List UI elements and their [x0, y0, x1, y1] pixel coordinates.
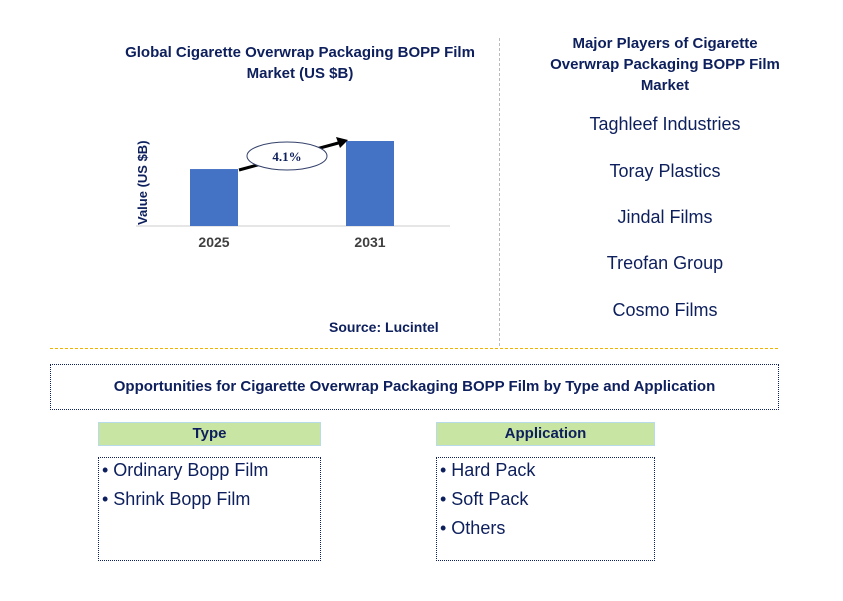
y-axis-label: Value (US $B): [135, 140, 150, 225]
horizontal-divider: [50, 348, 778, 349]
type-list: • Ordinary Bopp Film • Shrink Bopp Film: [98, 457, 321, 561]
vertical-divider: [499, 38, 500, 346]
list-item: • Ordinary Bopp Film: [102, 460, 269, 480]
cagr-label: 4.1%: [272, 149, 301, 164]
list-item: • Others: [440, 518, 506, 538]
bar-2025: [190, 169, 238, 226]
player-item: Treofan Group: [606, 253, 724, 273]
x-tick-label: 2031: [354, 234, 385, 250]
players-title: Major Players of Cigarette Overwrap Pack…: [550, 35, 780, 94]
list-item: • Hard Pack: [440, 460, 536, 480]
application-list: • Hard Pack • Soft Pack • Others: [436, 457, 655, 561]
cagr-ellipse: [246, 141, 328, 171]
list-item: • Shrink Bopp Film: [102, 489, 251, 509]
player-item: Toray Plastics: [609, 161, 721, 181]
bar-chart: Value (US $B) 2025 2031 4.1%: [135, 137, 450, 250]
source-label: Source: Lucintel: [329, 319, 439, 335]
list-item: • Soft Pack: [440, 489, 529, 509]
player-item: Jindal Films: [617, 207, 713, 227]
player-item: Taghleef Industries: [589, 114, 741, 134]
chart-title: Global Cigarette Overwrap Packaging BOPP…: [125, 44, 475, 82]
opportunities-title: Opportunities for Cigarette Overwrap Pac…: [50, 364, 779, 410]
x-tick-label: 2025: [198, 234, 229, 250]
arrow-head-icon: [336, 137, 348, 148]
type-header: Type: [98, 422, 321, 446]
application-header: Application: [436, 422, 655, 446]
player-item: Cosmo Films: [612, 300, 718, 320]
bar-2031: [346, 141, 394, 226]
